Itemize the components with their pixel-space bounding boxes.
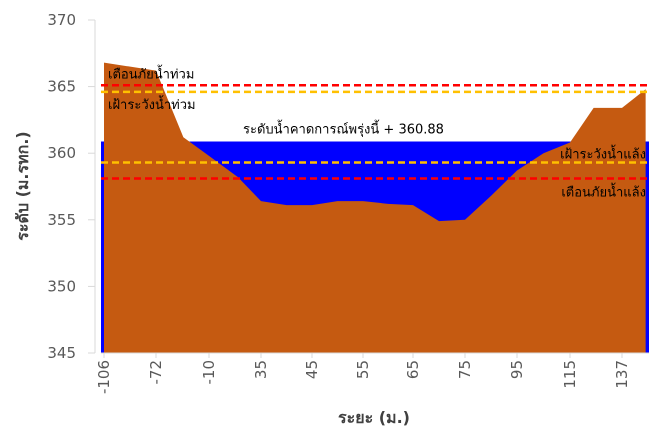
flood-watch-label: เฝ้าระวังน้ำท่วม (108, 95, 196, 113)
ground-profile-area (104, 62, 646, 353)
y-tick-label: 370 (47, 11, 76, 29)
x-axis-title: ระยะ (ม.) (338, 408, 410, 427)
flood-warning-label: เตือนภัยน้ำท่วม (108, 64, 194, 82)
plot-area (101, 62, 649, 353)
x-tick-label: 137 (613, 360, 631, 389)
x-tick-label: 35 (252, 360, 270, 379)
y-tick-label: 365 (47, 78, 76, 96)
y-tick-label: 345 (47, 344, 76, 362)
y-tick-label: 355 (47, 211, 76, 229)
y-axis-title: ระดับ (ม.รทก.) (13, 131, 32, 240)
x-tick-label: 115 (561, 360, 579, 389)
x-tick-label: 75 (456, 360, 474, 379)
x-tick-label: 65 (404, 360, 422, 379)
water-level-label: ระดับน้ำคาดการณ์พรุ่งนี้ + 360.88 (243, 119, 444, 137)
x-tick-label: -72 (147, 360, 165, 385)
y-axis: 345 350 355 360 365 370 (47, 11, 96, 362)
x-tick-label: 95 (508, 360, 526, 379)
x-axis: -106 -72 -10 35 45 55 65 75 95 115 137 (95, 352, 649, 394)
drought-watch-label: เฝ้าระวังน้ำแล้ง (560, 145, 646, 163)
y-tick-label: 350 (47, 277, 76, 295)
x-tick-label: -10 (200, 360, 218, 385)
x-tick-label: -106 (95, 360, 113, 394)
drought-warning-label: เตือนภัยน้ำแล้ง (561, 183, 646, 201)
x-tick-label: 55 (354, 360, 372, 379)
x-tick-label: 45 (303, 360, 321, 379)
y-tick-label: 360 (47, 144, 76, 162)
